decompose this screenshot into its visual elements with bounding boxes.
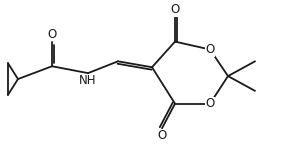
Text: NH: NH (79, 74, 97, 87)
Text: O: O (205, 43, 215, 56)
Text: O: O (170, 3, 180, 16)
Text: O: O (47, 28, 57, 41)
Text: O: O (157, 129, 167, 142)
Text: O: O (205, 97, 215, 110)
